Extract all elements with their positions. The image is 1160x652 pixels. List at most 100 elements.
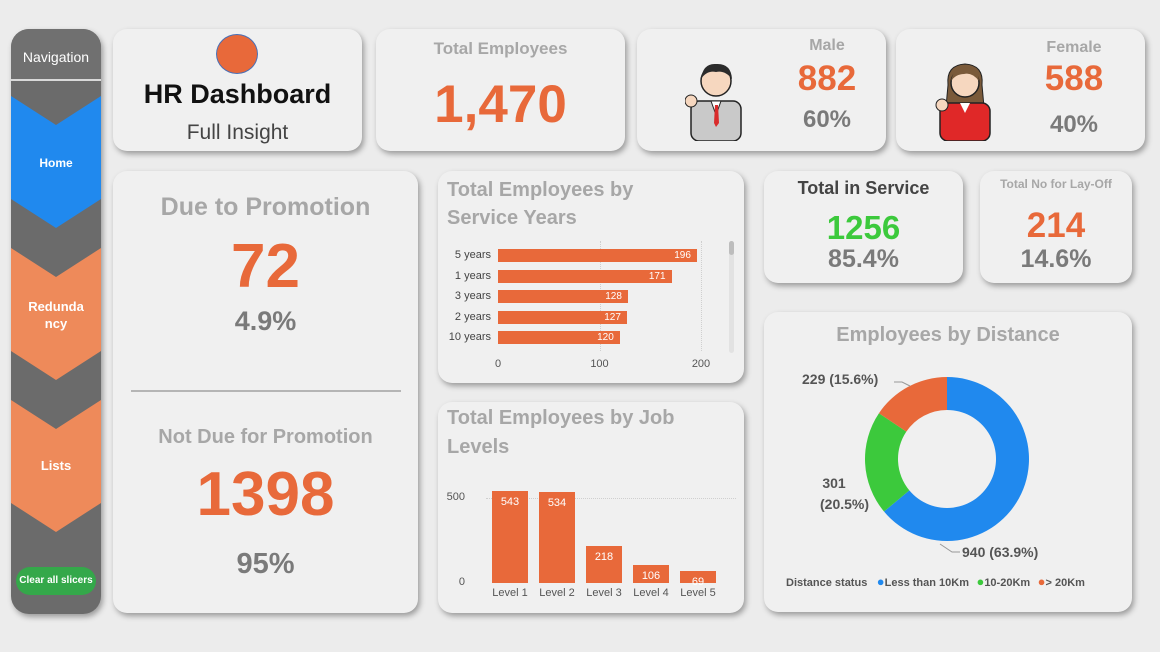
job-levels-y-tick: 500: [446, 491, 465, 503]
service-years-category-label: 10 years: [448, 331, 491, 343]
service-years-x-tick: 100: [590, 358, 609, 370]
job-levels-x-label: Level 4: [633, 587, 669, 599]
male-label: Male: [809, 37, 845, 54]
donut-data-label: 229 (15.6%): [802, 371, 878, 387]
service-years-category-label: 2 years: [454, 310, 491, 323]
job-levels-y-tick: 0: [458, 576, 465, 588]
service-years-category-label: 5 years: [454, 249, 491, 261]
donut-data-label: 301: [822, 475, 846, 491]
not-due-promotion-value: 1398: [196, 460, 335, 529]
job-levels-chart-card: Total Employees by Job Levels 500 0 543 Lev…: [438, 402, 744, 613]
chart-scrollbar[interactable]: [729, 241, 734, 353]
legend-title: Distance status: [786, 577, 868, 589]
nav-home-button[interactable]: Home: [11, 96, 101, 228]
service-years-category-label: 3 years: [454, 290, 491, 302]
service-years-category-label: 1 years: [454, 269, 491, 282]
service-years-bar: 128: [498, 290, 628, 303]
female-count: 588: [1044, 59, 1104, 98]
job-levels-bar: 543: [492, 490, 528, 583]
service-years-bar: 171: [498, 269, 672, 283]
in-service-percent: 85.4%: [828, 245, 899, 273]
in-service-card: Total in Service 1256 85.4%: [764, 171, 963, 283]
clear-slicers-button[interactable]: Clear all slicers: [16, 567, 96, 595]
female-card: Female 588 40%: [896, 29, 1145, 151]
legend-dot-blue: ●: [876, 574, 885, 589]
male-percent: 60%: [802, 106, 852, 133]
service-years-chart-card: Total Employees by Service Years 5 years…: [438, 171, 744, 383]
distance-legend: Distance status ●Less than 10Km ●10-20Km…: [786, 573, 1085, 591]
donut-data-label: (20.5%): [820, 496, 869, 512]
service-years-bar: 196: [498, 249, 697, 262]
legend-item-less-10km[interactable]: Less than 10Km: [884, 577, 969, 589]
gridline: [701, 241, 702, 351]
due-promotion-percent: 4.9%: [234, 306, 297, 336]
header-card: HR Dashboard Full Insight: [113, 29, 362, 151]
distance-donut-chart: 940 (63.9%) 301 (20.5%) 229 (15.6%): [802, 371, 1038, 560]
nav-lists-button[interactable]: Lists: [11, 400, 101, 532]
nav-lists-label: Lists: [40, 458, 72, 473]
service-years-data-label: 196: [674, 250, 691, 261]
legend-item-over-20km[interactable]: > 20Km: [1045, 577, 1085, 589]
female-percent: 40%: [1049, 111, 1099, 138]
total-employees-value: 1,470: [434, 75, 567, 134]
layoff-value: 214: [1026, 206, 1086, 245]
promotion-divider: [131, 390, 401, 392]
job-levels-bar: 69: [680, 571, 716, 588]
legend-dot-green: ●: [976, 574, 985, 589]
not-due-promotion-percent: 95%: [236, 548, 295, 580]
service-years-data-label: 171: [648, 270, 666, 282]
gridline: [486, 498, 736, 499]
layoff-percent: 14.6%: [1020, 245, 1092, 273]
service-years-bar: 127: [498, 310, 627, 324]
male-card: Male 882 60%: [637, 29, 886, 151]
navigation-panel: Navigation Home Redunda ncy Lists Clear …: [11, 29, 101, 614]
service-years-x-tick: 200: [691, 358, 711, 370]
total-employees-label: Total Employees: [433, 39, 568, 58]
job-levels-x-label: Level 3: [586, 587, 622, 599]
job-levels-x-label: Level 5: [680, 587, 716, 599]
donut-leader-line: [894, 381, 911, 387]
female-avatar-icon: [935, 63, 991, 141]
dashboard-title: HR Dashboard: [143, 79, 332, 109]
service-years-bar: 120: [498, 331, 620, 344]
legend-item-10-20km[interactable]: 10-20Km: [984, 577, 1031, 589]
job-levels-x-label: Level 2: [539, 587, 575, 599]
nav-redundancy-button[interactable]: Redunda ncy: [11, 248, 101, 380]
service-years-chart-title: Total Employees by Service Years: [447, 179, 634, 229]
layoff-card: Total No for Lay-Off 214 14.6%: [980, 171, 1132, 283]
job-levels-chart-title: Total Employees by Job Levels: [447, 407, 675, 458]
due-promotion-value: 72: [231, 232, 300, 301]
navigation-title: Navigation: [11, 29, 101, 81]
donut-leader-line: [939, 543, 960, 553]
donut-data-label: 940 (63.9%): [962, 544, 1038, 560]
male-count: 882: [797, 59, 857, 98]
dashboard-subtitle: Full Insight: [186, 121, 289, 144]
promotion-card: Due to Promotion 72 4.9% Not Due for Pro…: [113, 171, 418, 613]
service-years-data-label: 120: [597, 332, 614, 343]
service-years-x-tick: 0: [494, 358, 502, 370]
donut-slice[interactable]: [865, 413, 910, 512]
job-levels-data-label: 543: [500, 495, 520, 508]
job-levels-bar-chart: 500 0 543 Level 1 534 Level 2 218 Level 3 106 Lev…: [438, 402, 744, 613]
in-service-label: Total in Service: [797, 178, 930, 198]
total-employees-card: Total Employees 1,470: [376, 29, 625, 151]
job-levels-data-label: 69: [691, 576, 705, 589]
not-due-promotion-label: Not Due for Promotion: [158, 426, 373, 448]
job-levels-bar: 534: [539, 492, 575, 583]
female-label: Female: [1046, 39, 1102, 56]
nav-redundancy-label: Redunda ncy: [28, 299, 84, 331]
male-avatar-icon: [685, 63, 742, 141]
distance-chart-card: Employees by Distance 940 (63.9%) 301 (20.…: [764, 312, 1132, 612]
due-promotion-label: Due to Promotion: [160, 193, 371, 221]
service-years-data-label: 128: [605, 291, 622, 302]
job-levels-x-label: Level 1: [492, 587, 528, 599]
layoff-label: Total No for Lay-Off: [1000, 177, 1112, 191]
logo-circle-icon: [216, 34, 258, 74]
job-levels-bar: 106: [633, 564, 669, 583]
job-levels-data-label: 218: [594, 550, 614, 563]
job-levels-data-label: 106: [641, 569, 661, 582]
nav-home-label: Home: [39, 156, 73, 170]
legend-dot-orange: ●: [1037, 574, 1046, 589]
donut-slice[interactable]: [878, 377, 947, 432]
donut-slice[interactable]: [883, 377, 1029, 541]
